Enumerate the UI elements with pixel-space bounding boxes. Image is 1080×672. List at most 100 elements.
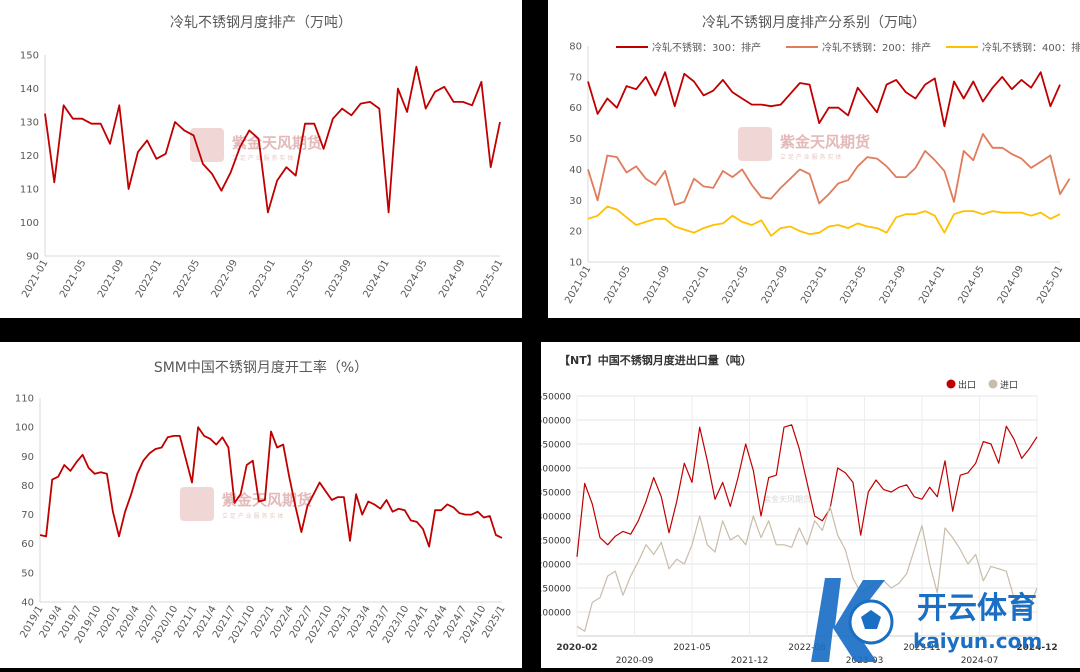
x-tick-label: 2021-01: [563, 264, 593, 306]
x-tick-label: 2024-05: [957, 264, 987, 306]
x-tick-label: 2024-05: [399, 258, 429, 300]
cold-rolled-production-panel: 冷轧不锈钢月度排产（万吨） 紫金天风期货 立 足 产 业 服 务 实 体 90 1…: [0, 0, 522, 318]
y-tick-label: 100000: [541, 609, 571, 619]
x-tick-label: 2024-09: [996, 264, 1026, 306]
y-tick-label: 30: [569, 196, 582, 207]
watermark-seal-icon: [190, 128, 224, 162]
legend: 出口 进口: [946, 379, 1018, 391]
chart-title: 冷轧不锈钢月度排产（万吨）: [170, 15, 352, 31]
y-tick-label: 250000: [541, 537, 571, 547]
x-tick-label: 2020-09: [616, 656, 654, 666]
x-tick-label: 2021-09: [642, 264, 672, 306]
y-tick-label: 10: [569, 258, 582, 269]
watermark-seal-icon: [180, 487, 214, 521]
x-tick-label: 2024-01: [361, 258, 391, 300]
y-tick-label: 40: [21, 598, 34, 609]
y-tick-label: 130: [20, 118, 39, 129]
x-tick-label: 2024-09: [437, 258, 467, 300]
x-tick-label: 2021-09: [96, 258, 126, 300]
x-tick-label: 2022-09: [210, 258, 240, 300]
x-tick-label: 2023-01: [248, 258, 278, 300]
y-tick-label: 350000: [541, 489, 571, 499]
watermark-seal-icon: [738, 127, 772, 161]
watermark: 紫金天风期货 立 足 产 业 服 务 实 体: [180, 487, 312, 521]
k-letter-icon: [811, 578, 885, 662]
watermark-brand: 紫金天风期货: [232, 134, 322, 152]
chart-title: SMM中国不锈钢月度开工率（%）: [154, 359, 368, 376]
y-tick-label: 140: [20, 84, 39, 95]
legend: 冷轧不锈钢：300：排产 冷轧不锈钢：200：排产 冷轧不锈钢：400：排产: [616, 41, 1080, 54]
x-tick-label: 2020-02: [556, 643, 597, 653]
y-tick-label: 100: [15, 423, 34, 434]
x-tick-label: 2022-01: [134, 258, 164, 300]
y-tick-label: 100: [20, 218, 39, 229]
legend-swatch-import: [988, 379, 998, 389]
y-tick-label: 150: [20, 51, 39, 62]
y-tick-label: 50: [21, 568, 34, 579]
watermark-brand: 紫金天风期货: [780, 133, 870, 151]
y-tick-label: 80: [569, 42, 582, 53]
chart-title: 冷轧不锈钢月度排产分系别（万吨）: [702, 15, 926, 31]
x-tick-label: 2023-05: [839, 264, 869, 306]
y-tick-label: 20: [569, 227, 582, 238]
x-tick-label: 2022-05: [172, 258, 202, 300]
watermark-sub: 立 足 产 业 服 务 实 体: [222, 512, 283, 520]
series-line-0: [39, 426, 503, 548]
x-tick-label: 2025-01: [475, 258, 505, 300]
x-tick-label: 2021-05: [603, 264, 633, 306]
watermark-sub: 立 足 产 业 服 务 实 体: [780, 153, 841, 161]
y-tick-label: 110: [15, 394, 34, 405]
series-line-0: [44, 65, 501, 214]
y-tick-label: 550000: [541, 393, 571, 403]
logo-name: 开云体育: [917, 591, 1037, 626]
x-tick-label: 2023-09: [324, 258, 354, 300]
y-tick-label: 400000: [541, 465, 571, 475]
import-export-chart: 【NT】中国不锈钢月度进出口量（吨） 出口 进口 紫金天风期货 100000 15…: [541, 353, 1058, 666]
x-tick-label: 2021-05: [673, 643, 711, 653]
operating-rate-chart: SMM中国不锈钢月度开工率（%） 紫金天风期货 立 足 产 业 服 务 实 体 …: [15, 359, 508, 645]
y-tick-label: 60: [569, 103, 582, 114]
soccer-ball-pattern-icon: [861, 610, 881, 629]
x-tick-label: 2023-09: [878, 264, 908, 306]
y-tick-label: 50: [569, 134, 582, 145]
watermark: 紫金天风期货 立 足 产 业 服 务 实 体: [190, 128, 322, 162]
x-tick-label: 2024-07: [961, 656, 999, 666]
x-tick-label: 2023-05: [286, 258, 316, 300]
series-line-2: [587, 205, 1061, 237]
legend-label-200: 冷轧不锈钢：200：排产: [822, 41, 931, 54]
series-line-1: [576, 505, 1038, 632]
kaiyun-logo: 开云体育 kaiyun.com: [805, 566, 1080, 668]
x-tick-label: 2022-09: [760, 264, 790, 306]
y-tick-label: 90: [21, 452, 34, 463]
watermark-brand: 紫金天风期货: [222, 491, 312, 509]
legend-label-import: 进口: [1000, 380, 1018, 391]
watermark: 紫金天风期货: [763, 494, 811, 504]
kaiyun-logo-graphic: 开云体育 kaiyun.com: [811, 578, 1042, 662]
x-tick-label: 2023-11: [903, 643, 941, 653]
x-tick-label: 2023-01: [799, 264, 829, 306]
legend-swatch-export: [946, 379, 956, 389]
x-tick-label: 2022-01: [681, 264, 711, 306]
y-tick-label: 450000: [541, 441, 571, 451]
cold-rolled-production-chart: 冷轧不锈钢月度排产（万吨） 紫金天风期货 立 足 产 业 服 务 实 体 90 1…: [20, 15, 506, 300]
legend-label-export: 出口: [958, 379, 976, 391]
y-tick-label: 110: [20, 185, 39, 196]
operating-rate-panel: SMM中国不锈钢月度开工率（%） 紫金天风期货 立 足 产 业 服 务 实 体 …: [0, 342, 522, 668]
x-tick-label: 2021-05: [58, 258, 88, 300]
x-tick-label: 2022-05: [721, 264, 751, 306]
watermark-sub: 立 足 产 业 服 务 实 体: [232, 154, 293, 162]
x-tick-label: 2024-12: [1016, 643, 1057, 653]
cold-rolled-by-series-chart: 冷轧不锈钢月度排产分系别（万吨） 紫金天风期货 立 足 产 业 服 务 实 体 …: [563, 15, 1080, 306]
watermark-brand: 紫金天风期货: [763, 494, 811, 504]
x-tick-label: 2021-01: [20, 258, 50, 300]
x-tick-label: 2022-08: [788, 643, 826, 653]
y-tick-label: 150000: [541, 585, 571, 595]
y-tick-label: 300000: [541, 513, 571, 523]
y-tick-label: 40: [569, 165, 582, 176]
x-tick-label: 2024-01: [917, 264, 947, 306]
y-tick-label: 200000: [541, 561, 571, 571]
x-tick-label: 2025-01: [1035, 264, 1065, 306]
y-tick-label: 80: [21, 481, 34, 492]
y-tick-label: 70: [569, 72, 582, 83]
